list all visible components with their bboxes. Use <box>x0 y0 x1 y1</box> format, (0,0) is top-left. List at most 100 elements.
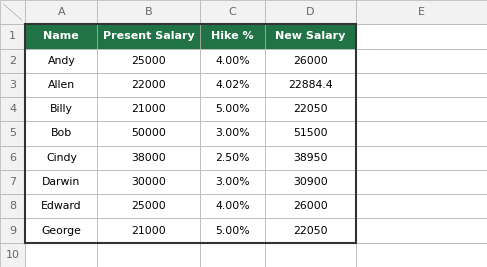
Bar <box>25 218 97 243</box>
Text: 50000: 50000 <box>131 128 166 139</box>
Bar <box>200 218 265 243</box>
Bar <box>200 194 265 218</box>
Bar <box>97 243 200 267</box>
Bar <box>25 170 97 194</box>
Bar <box>97 146 200 170</box>
Bar <box>0 49 25 73</box>
Text: Darwin: Darwin <box>42 177 80 187</box>
Text: 2.50%: 2.50% <box>215 153 250 163</box>
Bar <box>265 218 356 243</box>
Text: 21000: 21000 <box>131 104 166 114</box>
Text: 26000: 26000 <box>293 201 328 211</box>
Text: 3: 3 <box>9 80 16 90</box>
Text: Cindy: Cindy <box>46 153 77 163</box>
Bar <box>25 49 97 73</box>
Bar <box>0 146 25 170</box>
Bar <box>200 170 265 194</box>
Text: Andy: Andy <box>48 56 75 66</box>
Bar <box>356 121 487 146</box>
Text: Bob: Bob <box>51 128 72 139</box>
Text: Hike %: Hike % <box>211 32 254 41</box>
Bar <box>0 218 25 243</box>
Text: 51500: 51500 <box>293 128 328 139</box>
Text: 6: 6 <box>9 153 16 163</box>
Text: 4.00%: 4.00% <box>215 56 250 66</box>
Text: 25000: 25000 <box>131 56 166 66</box>
Bar <box>265 0 356 24</box>
Text: 4: 4 <box>9 104 16 114</box>
Bar <box>25 0 97 24</box>
Text: 8: 8 <box>9 201 16 211</box>
Text: 10: 10 <box>6 250 19 260</box>
Text: 3.00%: 3.00% <box>215 177 250 187</box>
Bar <box>356 73 487 97</box>
Text: 25000: 25000 <box>131 201 166 211</box>
Bar <box>265 24 356 49</box>
Bar <box>356 146 487 170</box>
Bar <box>97 0 200 24</box>
Bar <box>97 24 200 49</box>
Text: 5: 5 <box>9 128 16 139</box>
Text: 9: 9 <box>9 226 16 235</box>
Bar <box>265 49 356 73</box>
Bar <box>25 194 97 218</box>
Text: 22000: 22000 <box>131 80 166 90</box>
Bar <box>265 73 356 97</box>
Bar <box>200 97 265 121</box>
Bar <box>265 194 356 218</box>
Bar <box>0 121 25 146</box>
Text: George: George <box>41 226 81 235</box>
Bar <box>97 218 200 243</box>
Text: A: A <box>57 7 65 17</box>
Bar <box>356 49 487 73</box>
Bar <box>97 97 200 121</box>
Bar <box>265 121 356 146</box>
Bar <box>200 243 265 267</box>
Text: 22050: 22050 <box>293 226 328 235</box>
Bar <box>356 243 487 267</box>
Text: Present Salary: Present Salary <box>103 32 194 41</box>
Bar <box>356 170 487 194</box>
Bar <box>0 24 25 49</box>
Bar <box>0 243 25 267</box>
Bar <box>97 73 200 97</box>
Bar <box>200 0 265 24</box>
Text: 38950: 38950 <box>293 153 328 163</box>
Bar <box>97 49 200 73</box>
Bar <box>356 24 487 49</box>
Bar <box>0 170 25 194</box>
Bar <box>0 73 25 97</box>
Text: 21000: 21000 <box>131 226 166 235</box>
Text: 7: 7 <box>9 177 16 187</box>
Bar <box>0 194 25 218</box>
Text: 4.00%: 4.00% <box>215 201 250 211</box>
Text: Allen: Allen <box>48 80 75 90</box>
Text: New Salary: New Salary <box>275 32 346 41</box>
Bar <box>356 218 487 243</box>
Bar <box>265 170 356 194</box>
Bar <box>356 0 487 24</box>
Text: 30000: 30000 <box>131 177 166 187</box>
Text: 1: 1 <box>9 32 16 41</box>
Text: Name: Name <box>43 32 79 41</box>
Bar <box>265 243 356 267</box>
Bar <box>200 24 265 49</box>
Bar <box>25 121 97 146</box>
Bar <box>97 170 200 194</box>
Bar <box>97 121 200 146</box>
Bar <box>356 194 487 218</box>
Bar <box>97 194 200 218</box>
Text: Billy: Billy <box>50 104 73 114</box>
Bar <box>25 97 97 121</box>
Bar <box>25 146 97 170</box>
Bar <box>200 73 265 97</box>
Text: 22884.4: 22884.4 <box>288 80 333 90</box>
Bar <box>356 97 487 121</box>
Text: 5.00%: 5.00% <box>215 226 250 235</box>
Text: B: B <box>145 7 152 17</box>
Text: D: D <box>306 7 315 17</box>
Bar <box>25 24 97 49</box>
Bar <box>25 73 97 97</box>
Bar <box>265 97 356 121</box>
Text: 26000: 26000 <box>293 56 328 66</box>
